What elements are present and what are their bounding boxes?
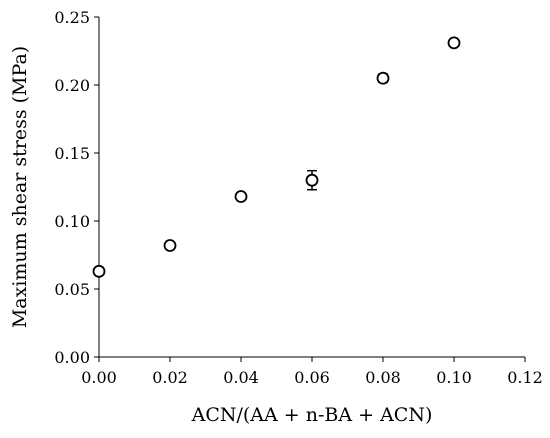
data-point [447, 36, 461, 50]
data-point [234, 190, 248, 203]
y-tick-label: 0.10 [54, 212, 90, 231]
y-axis-ticks: 0.00 0.05 0.10 0.15 0.20 0.25 [54, 8, 99, 367]
y-tick-label: 0.05 [54, 280, 90, 299]
data-point [305, 173, 319, 187]
data-points [92, 36, 461, 278]
x-tick-label: 0.10 [436, 368, 472, 387]
x-tick-label: 0.04 [223, 368, 259, 387]
x-tick-label: 0.08 [365, 368, 401, 387]
y-tick-label: 0.15 [54, 144, 90, 163]
y-tick-label: 0.00 [54, 348, 90, 367]
x-tick-label: 0.06 [294, 368, 330, 387]
x-tick-label: 0.02 [152, 368, 188, 387]
x-tick-label: 0.12 [507, 368, 543, 387]
data-point [163, 239, 177, 252]
x-tick-label: 0.00 [81, 368, 117, 387]
x-axis-ticks: 0.00 0.02 0.04 0.06 0.08 0.10 0.12 [81, 357, 543, 387]
data-point [376, 71, 390, 85]
x-axis-title: ACN/(AA + n-BA + ACN) [191, 404, 433, 426]
data-point [92, 264, 106, 278]
y-tick-label: 0.25 [54, 8, 90, 27]
y-axis-title: Maximum shear stress (MPa) [9, 46, 31, 328]
y-tick-label: 0.20 [54, 76, 90, 95]
